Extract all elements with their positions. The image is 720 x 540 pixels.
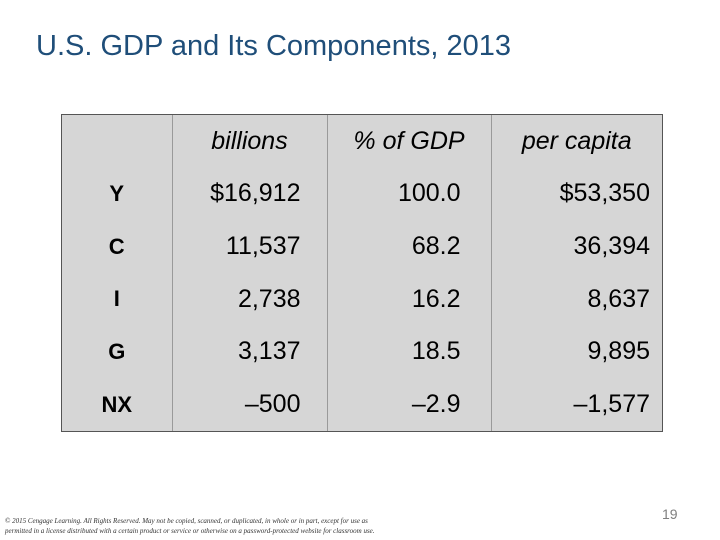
slide-title: U.S. GDP and Its Components, 2013 — [36, 30, 512, 62]
row-label: I — [113, 286, 120, 312]
header-billions: billions — [171, 115, 327, 168]
cell-per-capita: 8,637 — [490, 272, 662, 326]
cell-per-capita: $53,350 — [490, 167, 662, 221]
row-label: NX — [101, 391, 133, 417]
cell-pct: 68.2 — [326, 220, 491, 273]
copyright-line: permitted in a license distributed with … — [5, 527, 375, 535]
cell-billions: 3,137 — [171, 325, 327, 379]
row-label: C — [108, 233, 125, 259]
cell-billions: 2,738 — [171, 272, 327, 326]
cell-per-capita: 9,895 — [490, 325, 662, 379]
header-pct-of-gdp: % of GDP — [326, 115, 491, 168]
page-number: 19 — [662, 506, 678, 522]
table-row: Y $16,912 100.0 $53,350 — [62, 167, 662, 221]
cell-billions: $16,912 — [171, 167, 327, 221]
cell-pct: 100.0 — [326, 167, 491, 221]
row-label: Y — [109, 180, 125, 206]
gdp-table: billions % of GDP per capita Y $16,912 1… — [61, 114, 663, 432]
copyright-line: © 2015 Cengage Learning. All Rights Rese… — [5, 517, 368, 525]
cell-pct: 18.5 — [326, 325, 491, 379]
table-row: I 2,738 16.2 8,637 — [62, 272, 662, 326]
header-per-capita: per capita — [490, 115, 662, 168]
header-empty — [62, 115, 172, 168]
cell-pct: –2.9 — [326, 378, 491, 431]
row-label: G — [108, 338, 126, 364]
table-row: G 3,137 18.5 9,895 — [62, 325, 662, 379]
cell-per-capita: –1,577 — [490, 378, 662, 431]
table-row: NX –500 –2.9 –1,577 — [62, 378, 662, 431]
cell-billions: 11,537 — [171, 220, 327, 273]
cell-pct: 16.2 — [326, 272, 491, 326]
table-row: C 11,537 68.2 36,394 — [62, 220, 662, 273]
table-header-row: billions % of GDP per capita — [62, 115, 662, 168]
cell-per-capita: 36,394 — [490, 220, 662, 273]
cell-billions: –500 — [171, 378, 327, 431]
copyright-notice: © 2015 Cengage Learning. All Rights Rese… — [5, 516, 465, 536]
